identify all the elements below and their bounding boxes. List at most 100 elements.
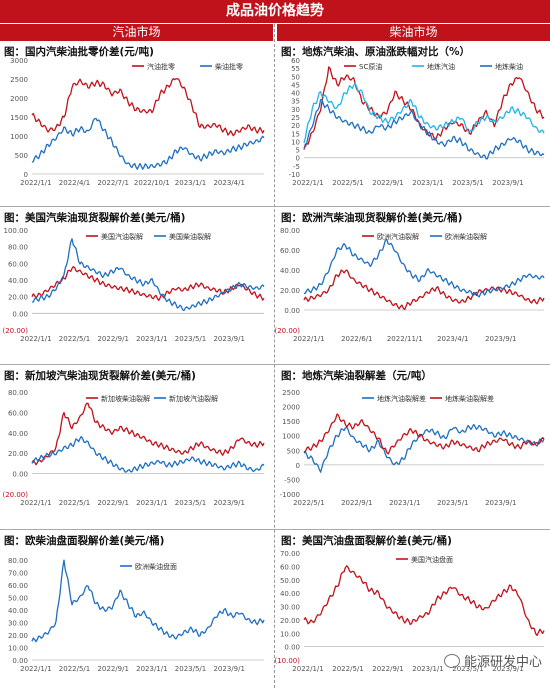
page-banner-title: 成品油价格趋势 — [0, 0, 550, 23]
legend-label: 新加坡柴油裂解 — [101, 394, 150, 403]
y-tick-label: 20.00 — [8, 294, 28, 302]
y-tick-label: 55 — [291, 65, 300, 73]
watermark: 能源研发中心 — [443, 651, 542, 670]
y-tick-label: 70.00 — [280, 550, 300, 558]
gasoline-market-header: 汽油市场 — [0, 24, 273, 41]
series-line — [303, 413, 545, 455]
row-separator — [0, 529, 550, 530]
y-tick-label: 50 — [291, 73, 300, 81]
x-tick-label: 2023/9/1 — [213, 665, 244, 673]
line-chart-4: (20.00) 0.00 20.00 40.00 60.00 80.00 2022/1/1 2… — [274, 227, 545, 343]
y-tick-label: 35 — [291, 98, 300, 106]
y-tick-label: 10.00 — [8, 645, 28, 653]
chart-title: 图：美国汽油盘面裂解价差(美元/桶) — [281, 535, 452, 547]
y-tick-label: 60 — [291, 57, 300, 65]
y-tick-label: -500 — [284, 476, 300, 484]
y-tick-label: 40.00 — [280, 267, 300, 275]
y-tick-label: 15 — [291, 130, 300, 138]
x-tick-label: 2022/1/1 — [20, 179, 51, 187]
x-tick-label: 2023/5/1 — [175, 499, 206, 507]
y-tick-label: 20.00 — [8, 632, 28, 640]
row-separator — [0, 206, 550, 207]
y-tick-label: 80.00 — [280, 227, 300, 235]
y-tick-label: 40.00 — [280, 590, 300, 598]
series-line — [31, 559, 265, 643]
legend-label: 汽油批零 — [147, 62, 175, 71]
x-tick-label: 2022/9/1 — [341, 499, 372, 507]
chart-legend: 美国汽油裂解 美国柴油裂解 — [86, 232, 211, 241]
y-tick-label: 20.00 — [280, 617, 300, 625]
series-line — [31, 238, 265, 312]
y-tick-label: 1500 — [10, 114, 28, 122]
x-tick-label: 2022/5/1 — [59, 335, 90, 343]
y-tick-label: 60.00 — [8, 260, 28, 268]
x-tick-label: 2022/9/1 — [372, 179, 403, 187]
x-tick-label: 2022/9/1 — [97, 665, 128, 673]
y-tick-label: 40 — [291, 90, 300, 98]
line-chart-3: (20.00) 0.00 20.00 40.00 60.00 80.00 100.00 202… — [2, 227, 265, 343]
series-line — [303, 98, 545, 160]
y-tick-label: -10 — [289, 171, 300, 179]
y-tick-label: 5 — [296, 147, 300, 155]
x-tick-label: 2023/1/1 — [389, 499, 420, 507]
x-tick-label: 2022/1/1 — [20, 335, 51, 343]
legend-label: 地炼汽油 — [427, 62, 455, 71]
chart-title: 图：美国汽柴油现货裂解价差(美元/桶) — [4, 212, 186, 224]
y-tick-label: (20.00) — [274, 327, 300, 335]
y-tick-label: -1000 — [280, 491, 300, 499]
y-tick-label: 60.00 — [280, 563, 300, 571]
y-tick-label: 2000 — [10, 95, 28, 103]
series-line — [303, 423, 545, 473]
y-tick-label: 0 — [24, 171, 28, 179]
y-tick-label: 30.00 — [280, 604, 300, 612]
series-line — [31, 78, 265, 137]
legend-label: 新加坡汽油裂解 — [169, 394, 218, 403]
x-tick-label: 2022/5/1 — [59, 665, 90, 673]
legend-label: 地炼柴油裂解差 — [445, 394, 494, 403]
column-divider — [274, 24, 277, 688]
y-tick-label: 60.00 — [8, 409, 28, 417]
y-tick-label: 20 — [291, 122, 300, 130]
y-tick-label: 30.00 — [8, 620, 28, 628]
y-tick-label: 0.00 — [284, 307, 300, 315]
y-tick-label: 10.00 — [280, 630, 300, 638]
x-tick-label: 2023/1/1 — [412, 179, 443, 187]
series-line — [303, 565, 545, 637]
series-line — [303, 82, 545, 144]
x-tick-label: 2023/5/1 — [452, 665, 483, 673]
y-tick-label: 2500 — [282, 389, 300, 397]
chart-title: 图：欧柴油盘面裂解价差(美元/桶) — [4, 535, 165, 547]
y-tick-label: 30 — [291, 106, 300, 114]
watermark-text: 能源研发中心 — [463, 655, 542, 670]
x-tick-label: 2022/5/1 — [332, 665, 363, 673]
x-tick-label: 2022/5/1 — [293, 499, 324, 507]
y-tick-label: 80.00 — [8, 557, 28, 565]
y-tick-label: 0.00 — [12, 310, 28, 318]
y-tick-label: 500 — [15, 152, 28, 160]
y-tick-label: 45 — [291, 81, 300, 89]
chart-legend: 美国汽油盘面 — [396, 555, 453, 564]
y-tick-label: 40.00 — [8, 277, 28, 285]
x-tick-label: 2022/4/1 — [59, 179, 90, 187]
chart-title: 图：新加坡汽柴油现货裂解价差(美元/桶) — [4, 370, 196, 382]
legend-label: 美国汽油裂解 — [101, 232, 143, 241]
y-tick-label: (20.00) — [2, 491, 28, 499]
x-tick-label: 2023/4/1 — [213, 179, 244, 187]
row-separator — [0, 364, 550, 365]
x-tick-label: 2022/1/1 — [292, 665, 323, 673]
y-tick-label: 20.00 — [280, 287, 300, 295]
y-tick-label: 2000 — [282, 404, 300, 412]
x-tick-label: 2023/9/1 — [485, 499, 516, 507]
x-tick-label: 2022/1/1 — [20, 665, 51, 673]
x-tick-label: 2023/9/1 — [492, 665, 523, 673]
x-tick-label: 2023/4/1 — [437, 335, 468, 343]
chart-legend: SC原油 地炼汽油 地炼柴油 — [344, 62, 523, 71]
y-tick-label: 50.00 — [280, 577, 300, 585]
x-tick-label: 2022/5/1 — [332, 179, 363, 187]
legend-label: 美国汽油盘面 — [411, 555, 453, 564]
y-tick-label: 80.00 — [8, 389, 28, 397]
chart-title: 图：欧洲汽柴油现货裂解价差(美元/桶) — [281, 212, 463, 224]
chart-title: 图：地炼汽柴油裂解差（元/吨） — [281, 370, 432, 382]
x-tick-label: 2022/7/1 — [97, 179, 128, 187]
